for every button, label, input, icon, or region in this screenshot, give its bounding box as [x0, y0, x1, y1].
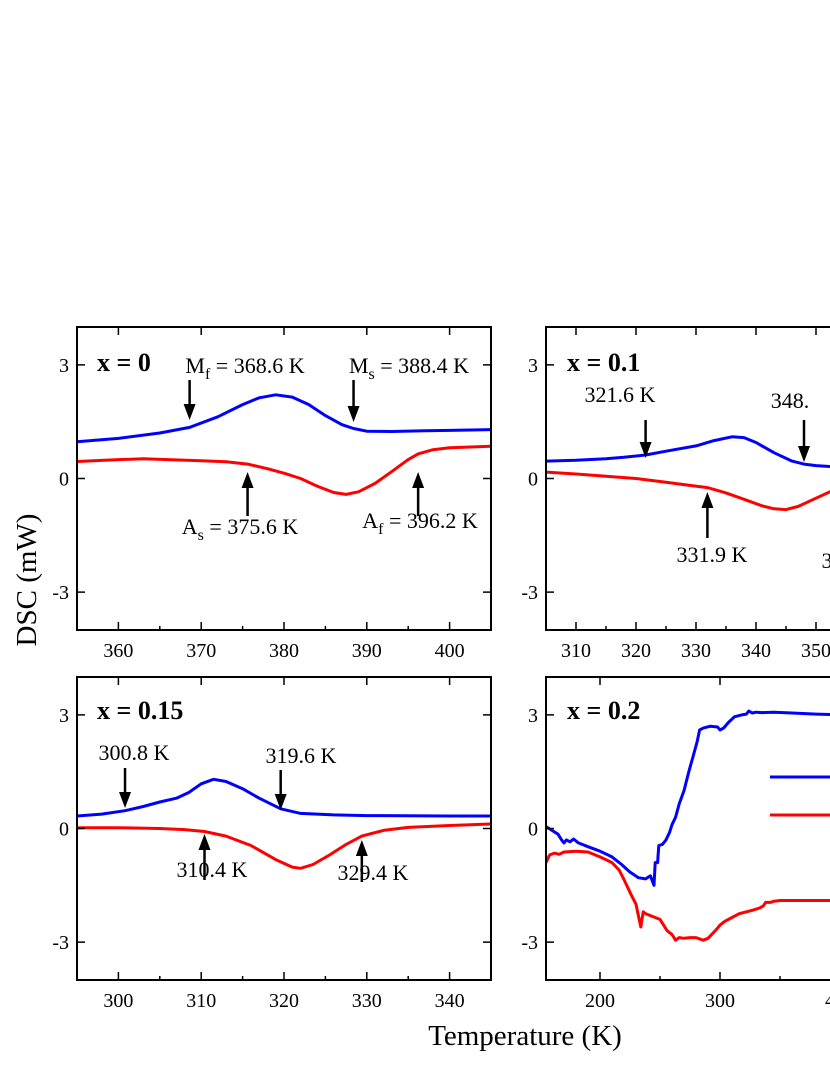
transition-label: Af = 396.2 K	[362, 508, 478, 538]
cooling-curve	[77, 777, 491, 818]
arrow	[198, 834, 211, 880]
arrow	[241, 472, 254, 516]
x-tick-label: 340	[741, 640, 771, 662]
series-group	[546, 709, 830, 942]
y-axis-title: DSC (mW)	[11, 514, 43, 647]
x-tick-label: 200	[585, 990, 615, 1012]
transition-label: 3	[822, 548, 830, 573]
panel-label: x = 0	[97, 348, 151, 377]
cooling-curve	[546, 709, 830, 887]
arrow	[355, 840, 368, 882]
series-group	[77, 777, 491, 870]
heating-curve	[546, 470, 830, 512]
x-tick-label: 310	[561, 640, 591, 662]
arrow	[183, 380, 196, 420]
y-tick-label: -3	[52, 932, 69, 954]
series-group	[77, 393, 491, 496]
x-tick-label: 370	[186, 640, 216, 662]
x-tick-label: 340	[435, 990, 465, 1012]
panel-1: 360 370 380 390 400 -3 0 3 x = 0 Mf = 368.6 K Ms =…	[52, 326, 492, 662]
arrow	[119, 768, 132, 808]
heating-curve	[77, 822, 491, 870]
arrow	[701, 492, 714, 538]
arrow	[274, 770, 287, 810]
transition-label: 300.8 K	[99, 740, 170, 765]
heating-curve	[546, 849, 830, 942]
x-tick-label: 320	[621, 640, 651, 662]
y-tick-label: 3	[528, 355, 538, 377]
transition-label: Ms = 388.4 K	[349, 353, 469, 383]
arrow	[639, 420, 652, 458]
cooling-curve	[77, 393, 491, 444]
x-tick-label: 400	[825, 990, 830, 1012]
transition-label: 329.4 K	[338, 860, 409, 885]
x-axis-title: Temperature (K)	[428, 1020, 622, 1052]
y-tick-label: 3	[59, 355, 69, 377]
panel-label: x = 0.15	[97, 696, 183, 725]
x-tick-label: 310	[186, 990, 216, 1012]
heating-curve	[77, 444, 491, 496]
y-tick-label: 0	[528, 819, 538, 841]
transition-label: 321.6 K	[585, 382, 656, 407]
arrow	[412, 472, 425, 516]
x-tick-label: 350	[801, 640, 830, 662]
transition-label: As = 375.6 K	[182, 514, 299, 544]
series-group	[546, 435, 830, 512]
panel-label: x = 0.2	[567, 696, 640, 725]
transition-label: 319.6 K	[266, 743, 337, 768]
x-tick-label: 400	[435, 640, 465, 662]
panels-group: 360 370 380 390 400 -3 0 3 x = 0 Mf = 368.6 K Ms =…	[52, 326, 830, 1012]
y-tick-label: 0	[528, 469, 538, 491]
x-tick-label: 330	[352, 990, 382, 1012]
panel-2: 310 320 330 340 350 -3 0 3 x = 0.1 321.6 K 348. 331…	[521, 326, 830, 662]
x-tick-label: 380	[269, 640, 299, 662]
transition-label: Mf = 368.6 K	[185, 353, 304, 383]
x-tick-label: 320	[269, 990, 299, 1012]
y-tick-label: 3	[528, 705, 538, 727]
panel-4: 200 300 400 -3 0 3 x = 0.2	[521, 676, 830, 1012]
y-tick-label: 0	[59, 469, 69, 491]
x-tick-label: 300	[705, 990, 735, 1012]
arrow	[798, 420, 810, 462]
x-tick-label: 300	[103, 990, 133, 1012]
panel-3: 300 310 320 330 340 -3 0 3 x = 0.15 300.8 K 319.6 …	[52, 676, 492, 1012]
transition-label: 331.9 K	[677, 542, 748, 567]
y-tick-label: 3	[59, 705, 69, 727]
y-tick-label: -3	[521, 582, 538, 604]
x-tick-label: 330	[681, 640, 711, 662]
cooling-curve	[546, 435, 830, 468]
y-tick-label: -3	[521, 932, 538, 954]
x-tick-label: 360	[103, 640, 133, 662]
y-tick-label: 0	[59, 819, 69, 841]
x-tick-label: 390	[352, 640, 382, 662]
transition-label: 348.	[771, 388, 810, 413]
panel-label: x = 0.1	[567, 348, 640, 377]
transition-label: 310.4 K	[177, 857, 248, 882]
arrow	[347, 380, 360, 422]
y-tick-label: -3	[52, 582, 69, 604]
